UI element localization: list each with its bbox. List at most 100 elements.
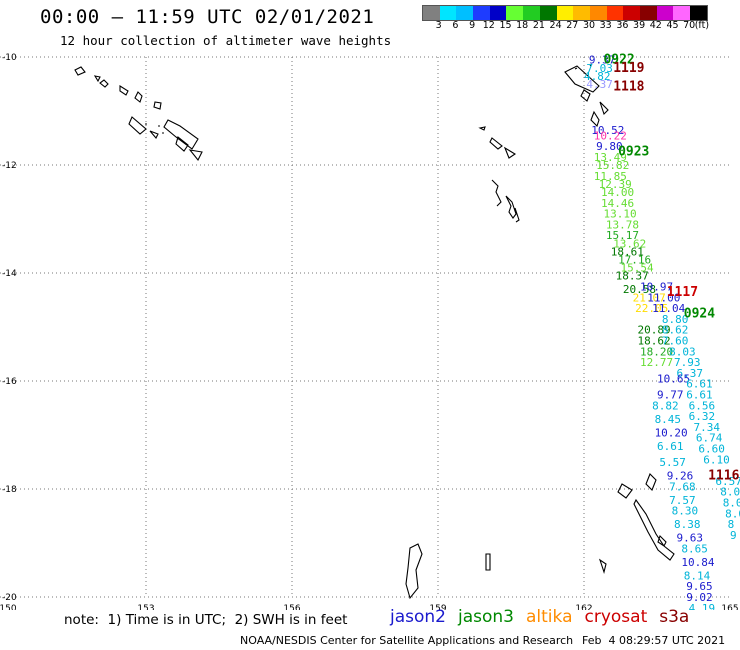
axis-labels-layer: 150 153 156 159 162 165 -10 -12 -14 -16 -18 -20 — [0, 53, 739, 610]
x-tick-label: 150 — [0, 604, 17, 610]
color-swatch — [523, 6, 540, 20]
wave-height-label: 9.65 — [686, 580, 713, 593]
wave-height-label: 5.57 — [659, 456, 686, 469]
color-swatch — [439, 6, 457, 20]
wave-height-label: 6.10 — [703, 453, 730, 466]
wave-height-label: 21.07 — [633, 291, 666, 304]
wave-height-label: 20.89 — [638, 324, 671, 337]
color-scale-label: 18 — [516, 20, 529, 31]
wave-height-label: 8.62 — [662, 324, 689, 337]
y-tick-label: -18 — [2, 485, 17, 495]
color-swatch — [506, 6, 524, 20]
wave-height-label: 8.0 — [723, 497, 740, 510]
wave-height-label: 6.57 — [715, 475, 740, 488]
wave-height-label: 6.61 — [657, 440, 684, 453]
wave-height-label: 10.52 — [591, 124, 624, 137]
wave-height-label: 4.19 — [689, 602, 716, 610]
satellite-legend: jason2 jason3 altika cryosat s3a — [390, 607, 701, 627]
wave-height-label: 8.0 — [725, 507, 740, 520]
wave-height-label: 13.62 — [613, 237, 646, 250]
wave-height-label: 8.03 — [669, 345, 696, 358]
wave-height-label: 10.65 — [657, 372, 690, 385]
color-scale-label: 12 — [482, 20, 495, 31]
wave-height-label: 18.20 — [640, 345, 673, 358]
color-scale-label: 3 — [435, 20, 442, 31]
chart-plot-area: 9.377.034.824.37 10.5210.229.8013.4915.82… — [0, 53, 740, 610]
wave-height-label: 6.56 — [689, 399, 716, 412]
wave-height-label: 7.57 — [669, 494, 696, 507]
wave-height-label: 20.58 — [623, 283, 656, 296]
wave-height-label: 10.20 — [655, 426, 688, 439]
color-swatch — [639, 6, 657, 20]
wave-height-label: 7.68 — [669, 480, 696, 493]
wave-height-label: 8.80 — [662, 313, 689, 326]
wave-height-label: 8.45 — [655, 413, 682, 426]
wave-height-label: 18.37 — [616, 270, 649, 283]
color-scale-label: 42 — [649, 20, 662, 31]
wave-height-label: 8.82 — [652, 399, 679, 412]
wave-height-label: 9.02 — [686, 591, 713, 604]
color-scale-label: 33 — [599, 20, 612, 31]
pass-time-label: 1117 — [667, 285, 698, 300]
y-tick-label: -16 — [2, 377, 17, 387]
wave-height-label: 6.60 — [698, 443, 725, 456]
color-scale-labels: 3 6 9 12 15 18 21 24 27 30 33 36 39 42 45 70 (ft) — [422, 20, 740, 32]
wave-height-label: 11.00 — [647, 291, 680, 304]
wave-height-label: 6.61 — [686, 378, 713, 391]
wave-height-label: 18.61 — [611, 245, 644, 258]
color-scale-bar — [422, 5, 708, 21]
y-tick-label: -12 — [2, 161, 17, 171]
wave-height-label: 15.54 — [621, 262, 654, 275]
color-swatch — [539, 6, 557, 20]
wave-height-label: 12.77 — [640, 356, 673, 369]
color-swatch — [489, 6, 507, 20]
wave-height-label: 10.97 — [640, 281, 673, 294]
wave-height-label: 8.14 — [684, 569, 711, 582]
color-scale-label: 39 — [633, 20, 646, 31]
wave-height-label: 8.07 — [720, 486, 740, 499]
wave-height-label: 10.84 — [681, 556, 714, 569]
wave-height-label: 6.74 — [696, 432, 723, 445]
wave-height-label: 9 — [730, 529, 737, 542]
color-scale-label: 70 — [683, 20, 696, 31]
wave-height-label: 22.05 — [635, 302, 668, 315]
wave-height-label: 6.32 — [689, 410, 716, 423]
color-swatch — [423, 6, 440, 20]
color-scale-label: (ft) — [694, 20, 710, 31]
wave-height-label: 8.30 — [672, 505, 699, 518]
color-swatch — [656, 6, 674, 20]
x-tick-label: 153 — [137, 604, 154, 610]
wave-height-label: 7.34 — [694, 421, 721, 434]
legend-altika: altika — [526, 607, 573, 627]
color-swatch — [473, 6, 490, 20]
grid-lines — [0, 56, 730, 598]
color-swatch — [456, 6, 474, 20]
color-scale-label: 21 — [532, 20, 545, 31]
color-swatch — [556, 6, 574, 20]
wave-height-label: 6.61 — [686, 389, 713, 402]
color-swatch — [573, 6, 590, 20]
wave-height-label: 10.22 — [594, 129, 627, 142]
y-tick-label: -10 — [2, 53, 17, 63]
wave-height-label: 13.10 — [603, 208, 636, 221]
footer-credit: NOAA/NESDIS Center for Satellite Applica… — [240, 634, 574, 647]
color-scale-label: 24 — [549, 20, 562, 31]
color-scale-label: 36 — [616, 20, 629, 31]
chart-title: 00:00 – 11:59 UTC 02/01/2021 — [40, 6, 375, 28]
wave-height-label: 9.37 — [589, 54, 616, 67]
y-tick-label: -20 — [2, 593, 17, 603]
wave-height-label: 8 — [728, 518, 735, 531]
x-tick-label: 162 — [575, 604, 592, 610]
x-tick-label: 165 — [721, 604, 738, 610]
color-swatch — [606, 6, 624, 20]
wave-height-label: 9.77 — [657, 389, 684, 402]
wave-height-label: 18.62 — [638, 335, 671, 348]
footer-note: note: 1) Time is in UTC; 2) SWH is in fe… — [64, 612, 348, 628]
color-scale-label: 27 — [566, 20, 579, 31]
pass-time-label: 0924 — [684, 307, 715, 322]
color-swatch — [673, 6, 690, 20]
wave-height-label: 13.49 — [594, 151, 627, 164]
color-swatch — [589, 6, 607, 20]
x-tick-label: 159 — [429, 604, 446, 610]
